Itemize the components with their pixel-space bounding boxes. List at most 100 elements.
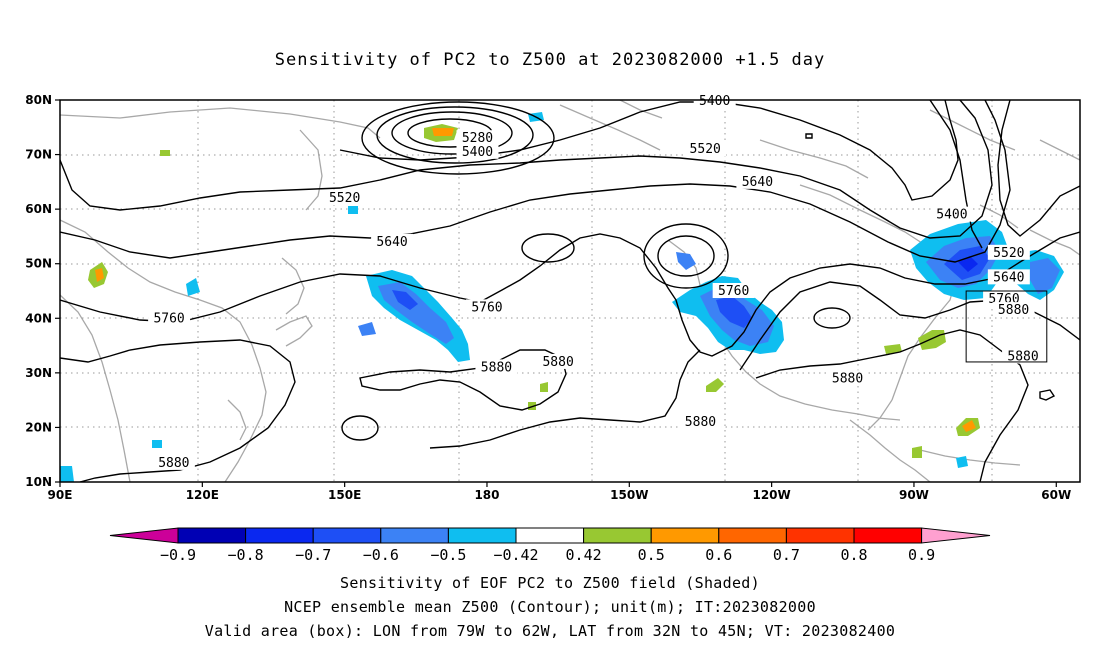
contour-small-low-1 [521,233,575,263]
x-tick-label: 90E [48,488,73,502]
shade-pacific-core [392,290,418,310]
map-area [60,100,1080,482]
shade-japan-small [186,278,200,296]
colorbar-level-label: 0.42 [566,546,602,564]
contour-label: 5520 [329,191,360,206]
y-tick-label: 70N [25,148,52,162]
contour-label: 5880 [158,456,189,471]
contour-label: 5640 [993,270,1024,285]
colorbar-level-label: 0.6 [705,546,732,564]
contour-label-bg [456,143,499,159]
colorbar-swatch [718,527,787,544]
shade-pos-mexico [706,378,724,392]
x-tick-label: 60W [1041,488,1071,502]
contour-label: 5880 [542,355,573,370]
shade-pos-small-1 [912,446,922,458]
contour-label-bg [826,370,869,386]
colorbar-low-triangle [109,527,179,544]
shade-pos-asia-core [95,268,104,282]
contour-label: 5760 [718,284,749,299]
colorbar-swatch [785,527,855,544]
contour-label: 5520 [690,142,721,157]
contour-5400-north [339,100,959,201]
contour-low-ring-2 [391,111,513,155]
contour-5880-eastpac [429,349,701,449]
contour-label: 5400 [699,94,730,109]
contour-label-bg [679,413,722,429]
contour-small-low-2 [341,415,379,441]
colorbar-level-label: −0.7 [295,546,331,564]
contour-label: 5880 [832,371,863,386]
colorbar-level-label: −0.6 [363,546,399,564]
contour-label: 5640 [742,175,773,190]
contour-5880-central [359,349,567,411]
y-tick-label: 40N [25,311,52,325]
contour-label-bg [148,310,191,326]
y-tick-label: 60N [25,202,52,216]
colorbar-swatch [515,527,585,544]
contour-5880-west [60,339,296,482]
contour-arctic-small [805,133,813,139]
colorbar-swatch [650,527,720,544]
caption-line-1: Sensitivity of EOF PC2 to Z500 field (Sh… [340,574,760,592]
contour-alaska-low-2 [643,223,729,289]
contour-label: 5880 [998,303,1029,318]
map-frame [59,99,1081,483]
contour-label: 5880 [685,415,716,430]
contour-label: 5280 [462,131,493,146]
contour-label-bg [1002,348,1045,364]
shade-tropics-small-1 [956,456,968,468]
x-tick-label: 150E [328,488,361,502]
contour-low-ring-4 [361,101,555,175]
contour-atlantic-small [1039,389,1056,401]
contour-label-bg [712,283,755,298]
colorbar-swatch [583,527,652,544]
contour-label-bg [456,130,499,146]
y-tick-label: 20N [25,420,52,434]
x-tick-label: 120E [186,488,219,502]
z500-contours [60,100,1080,482]
contour-high-sw-us [813,307,851,329]
colorbar-level-label: 0.7 [773,546,800,564]
colorbar-swatch [177,527,247,544]
shade-sw-corner [60,466,74,482]
contour-5520 [60,100,993,239]
colorbar: −0.9 −0.8 −0.7 −0.6 −0.5 −0.42 0.42 0.5 0.6 0.7 0.… [109,527,991,564]
shade-pos-small-2 [540,382,548,392]
contour-label-bg [475,359,518,375]
valid-area-box [965,290,1048,363]
contour-label: 5880 [1007,349,1038,364]
contour-atlantic-trough-2 [997,100,1080,237]
colorbar-swatch [380,527,449,544]
y-tick-label: 50N [25,257,52,271]
contour-label-bg [465,299,508,315]
colorbar-swatch [312,527,382,544]
x-tick-label: 180 [474,488,499,502]
contour-label: 5520 [993,246,1024,261]
colorbar-level-label: 0.5 [638,546,665,564]
x-tick-label: 90W [899,488,929,502]
contour-label-bg [684,141,727,157]
shade-pos-arctic-core [432,128,454,136]
axes: 90E 120E 150E 180 150W 120W 90W 60W 10N 20N 30N 40N… [25,93,1071,502]
colorbar-level-label: 0.9 [908,546,935,564]
contour-label-bg [987,269,1030,285]
colorbar-swatch [245,527,314,544]
contour-label: 5640 [376,235,407,250]
y-tick-label: 30N [25,366,52,380]
colorbar-high-triangle [921,527,991,544]
colorbar-swatch [447,527,517,544]
shade-small-w [152,440,162,448]
contour-label-bg [537,353,580,369]
x-tick-label: 120W [752,488,790,502]
x-tick-label: 150W [610,488,648,502]
shade-pos-box-w [884,344,902,354]
shade-pacific-small [358,322,376,336]
contour-label: 5760 [471,300,502,315]
colorbar-swatch [853,527,923,544]
contour-label: 5760 [153,311,184,326]
contour-label-bg [736,173,779,189]
contour-label-bg [992,302,1035,318]
colorbar-level-label: −0.5 [430,546,466,564]
